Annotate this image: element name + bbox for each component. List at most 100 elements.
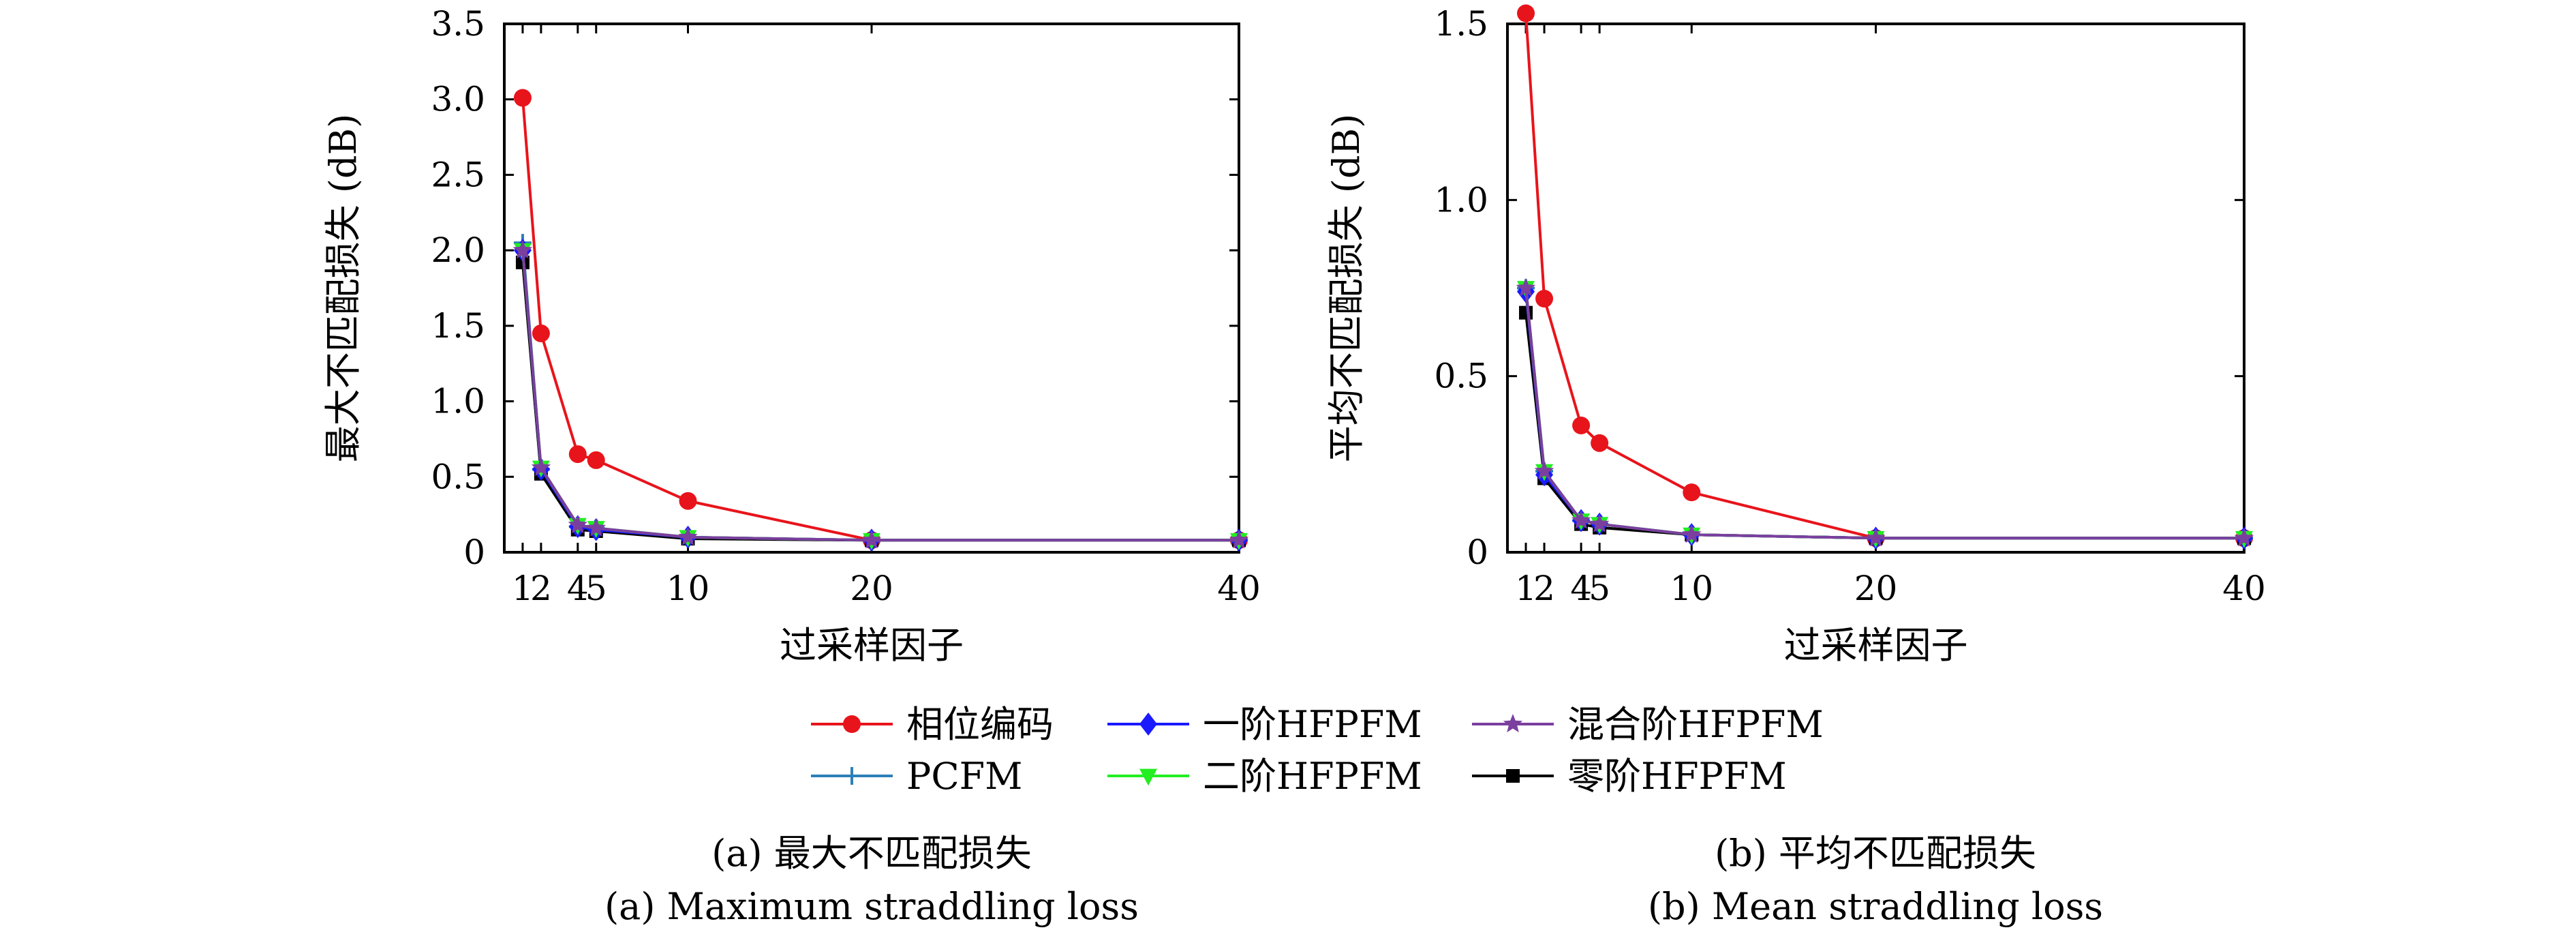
series-4-line bbox=[521, 250, 1239, 542]
series-4-point bbox=[531, 457, 551, 477]
series-0-point bbox=[568, 445, 587, 464]
caption-cn: (b) 平均不匹配损失 bbox=[1715, 832, 2036, 875]
series-1-line bbox=[521, 242, 1239, 542]
series-4-point bbox=[1682, 524, 1702, 543]
legend-item: 一阶HFPFM bbox=[1107, 703, 1422, 746]
x-tick-label: 20 bbox=[850, 569, 893, 608]
series-4-point bbox=[1866, 528, 1886, 547]
caption-en: (a) Maximum straddling loss bbox=[604, 885, 1139, 928]
series-0-point bbox=[513, 89, 532, 107]
series-3 bbox=[1517, 281, 2253, 548]
series-5 bbox=[1519, 305, 2251, 545]
series-1-line bbox=[1524, 288, 2244, 540]
legend-marker bbox=[1506, 769, 1520, 783]
legend-item: 相位编码 bbox=[811, 703, 1054, 746]
series-4-point bbox=[586, 518, 606, 537]
y-tick-label: 0 bbox=[1467, 532, 1488, 572]
series-3-line bbox=[1524, 288, 2244, 540]
legend-item: 二阶HFPFM bbox=[1107, 755, 1422, 798]
legend-item: 零阶HFPFM bbox=[1472, 755, 1787, 798]
x-tick-label: 1 bbox=[1515, 569, 1537, 608]
series-4-point bbox=[2234, 528, 2254, 547]
series-2 bbox=[513, 239, 1248, 552]
x-tick-label: 5 bbox=[1589, 569, 1610, 608]
x-tick-label: 2 bbox=[530, 569, 552, 608]
legend-item: PCFM bbox=[811, 755, 1022, 798]
x-tick-label: 20 bbox=[1854, 569, 1898, 608]
series-0-line bbox=[1524, 13, 2244, 540]
series-0-point bbox=[1517, 4, 1535, 22]
series-0 bbox=[513, 89, 1248, 550]
x-axis-label: 过采样因子 bbox=[1784, 624, 1968, 667]
x-tick-label: 10 bbox=[666, 569, 710, 608]
x-tick-label: 40 bbox=[1217, 569, 1261, 608]
legend-marker bbox=[1139, 712, 1157, 736]
chart-panel-b: 0 0.5 1.0 1.5 12 45 10 20 40 过采样因子 平均不匹配损失 (dB) (b)… bbox=[1325, 4, 2266, 928]
series-4-point bbox=[1571, 510, 1591, 529]
y-tick-label: 0 bbox=[463, 532, 485, 572]
series-0-point bbox=[1572, 417, 1591, 434]
x-tick-label: 5 bbox=[585, 569, 607, 608]
series-4-point bbox=[678, 526, 698, 545]
caption-en: (b) Mean straddling loss bbox=[1648, 885, 2103, 928]
legend-label: 相位编码 bbox=[906, 703, 1054, 746]
plot-frame bbox=[1506, 22, 2245, 554]
series-4-point bbox=[1534, 461, 1554, 480]
y-tick-label: 1.0 bbox=[1434, 180, 1488, 220]
legend-item: 混合阶HFPFM bbox=[1472, 703, 1824, 746]
y-tick-label: 1.5 bbox=[431, 306, 485, 346]
legend-label: 零阶HFPFM bbox=[1567, 755, 1787, 798]
x-tick-label: 40 bbox=[2222, 569, 2266, 608]
series-4 bbox=[512, 240, 1249, 549]
series-4-line bbox=[1524, 288, 2244, 540]
series-4-point bbox=[568, 515, 587, 534]
series-2-line bbox=[521, 250, 1239, 542]
series-1 bbox=[513, 234, 1248, 550]
series-3 bbox=[513, 243, 1248, 550]
series-5-point bbox=[1519, 305, 1533, 320]
series-2 bbox=[1517, 280, 2253, 550]
series-4-point bbox=[1589, 513, 1610, 532]
plot-frame bbox=[503, 22, 1240, 554]
series-0-point bbox=[679, 492, 697, 510]
y-tick-label: 1.5 bbox=[1434, 4, 1488, 44]
y-tick-label: 0.5 bbox=[431, 457, 485, 496]
series-4-point bbox=[861, 530, 882, 549]
legend-marker bbox=[843, 715, 861, 733]
legend-marker bbox=[1503, 714, 1523, 733]
legend-label: PCFM bbox=[906, 755, 1022, 798]
series-2-line bbox=[1524, 291, 2244, 540]
series-1 bbox=[1517, 279, 2253, 548]
y-tick-label: 1.0 bbox=[431, 382, 485, 421]
series-3-line bbox=[521, 250, 1239, 542]
legend-marker bbox=[843, 767, 861, 785]
x-tick-label: 1 bbox=[512, 569, 534, 608]
series-5 bbox=[515, 255, 1246, 548]
y-tick-label: 3.5 bbox=[431, 4, 485, 44]
legend: 相位编码 一阶HFPFM 混合阶HFPFM PCFM 二阶HFPFM 零阶HFPFM bbox=[811, 703, 1824, 798]
y-tick-label: 3.0 bbox=[431, 80, 485, 119]
legend-label: 二阶HFPFM bbox=[1203, 755, 1422, 798]
series-0-point bbox=[587, 451, 605, 469]
x-tick-label: 4 bbox=[567, 569, 589, 608]
series-0-line bbox=[521, 97, 1239, 542]
series-5-line bbox=[521, 262, 1239, 542]
series-0 bbox=[1517, 4, 2253, 548]
legend-label: 一阶HFPFM bbox=[1203, 703, 1422, 746]
x-tick-label: 10 bbox=[1670, 569, 1713, 608]
series-0-point bbox=[532, 324, 550, 342]
series-5-line bbox=[1524, 312, 2244, 540]
y-tick-label: 2.5 bbox=[431, 155, 485, 194]
series-0-point bbox=[1591, 434, 1609, 452]
legend-marker bbox=[1139, 768, 1157, 786]
series-0-point bbox=[1535, 290, 1554, 308]
series-4-point bbox=[1516, 278, 1536, 297]
y-tick-label: 0.5 bbox=[1434, 357, 1488, 396]
x-axis-label: 过采样因子 bbox=[780, 624, 964, 667]
x-tick-label: 2 bbox=[1533, 569, 1555, 608]
x-tick-label: 4 bbox=[1570, 569, 1592, 608]
chart-panel-a: 0 0.5 1.0 1.5 2.0 2.5 3.0 3.5 12 45 10 20 40 过采样因子 最大不… bbox=[322, 4, 1261, 928]
series-4-point bbox=[512, 240, 533, 259]
caption-cn: (a) 最大不匹配损失 bbox=[711, 832, 1032, 875]
